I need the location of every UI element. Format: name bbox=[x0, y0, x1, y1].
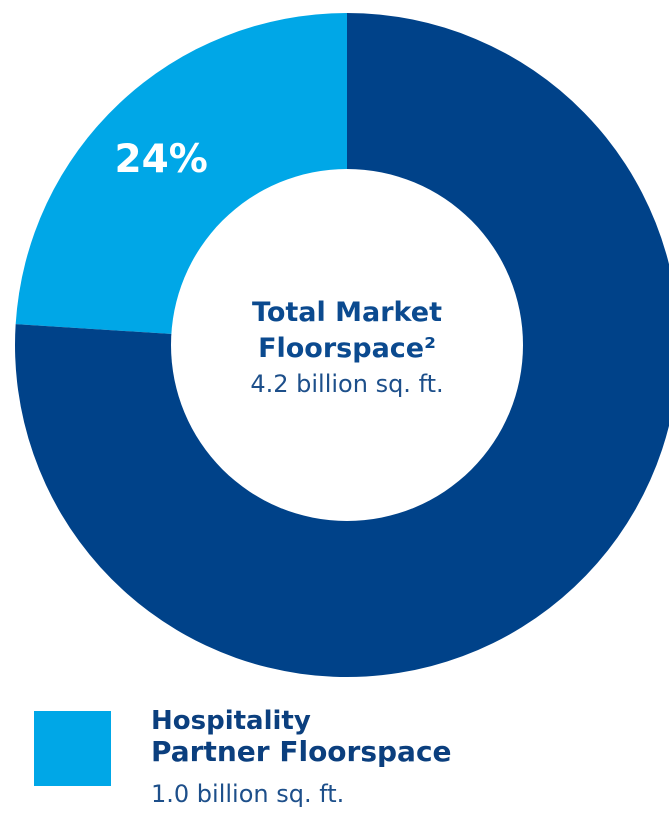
legend-label-line1: Hospitality bbox=[151, 706, 311, 736]
legend-label-line2: Partner Floorspace bbox=[151, 735, 452, 768]
legend-swatch-hospitality bbox=[34, 711, 111, 786]
center-title-line1: Total Market bbox=[252, 297, 442, 328]
center-title-line2: Floorspace² bbox=[258, 333, 436, 364]
legend-value: 1.0 billion sq. ft. bbox=[151, 780, 345, 808]
center-value: 4.2 billion sq. ft. bbox=[250, 370, 443, 398]
slice-label-hospitality: 24% bbox=[114, 137, 207, 182]
legend: Hospitality Partner Floorspace 1.0 billi… bbox=[34, 708, 654, 828]
donut-chart: 24% Total Market Floorspace² 4.2 billion… bbox=[15, 13, 669, 677]
legend-text: Hospitality Partner Floorspace 1.0 billi… bbox=[151, 708, 651, 808]
donut-hole bbox=[171, 169, 523, 521]
